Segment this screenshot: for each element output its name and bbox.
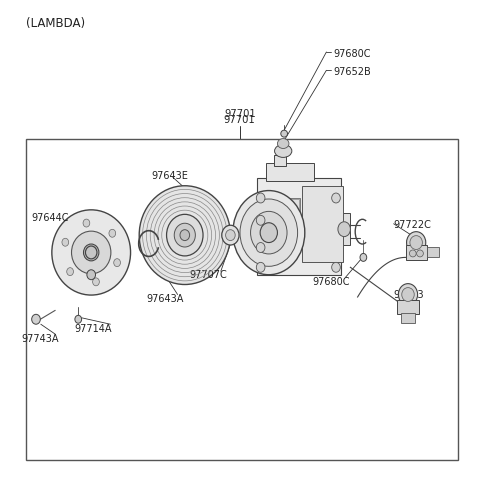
Text: 97643E: 97643E bbox=[151, 171, 188, 181]
Text: 97701: 97701 bbox=[223, 115, 255, 125]
Ellipse shape bbox=[332, 193, 340, 203]
Bar bbox=[257, 178, 341, 275]
Ellipse shape bbox=[240, 199, 298, 266]
Ellipse shape bbox=[332, 262, 340, 272]
Ellipse shape bbox=[256, 215, 265, 225]
Text: 97680C: 97680C bbox=[312, 277, 349, 287]
Text: 97643A: 97643A bbox=[146, 295, 184, 304]
Ellipse shape bbox=[174, 223, 195, 247]
Text: 97714A: 97714A bbox=[74, 324, 112, 334]
Bar bbox=[401, 313, 415, 323]
Ellipse shape bbox=[87, 270, 96, 280]
Bar bbox=[406, 245, 427, 260]
Ellipse shape bbox=[84, 244, 99, 261]
Text: 97652B: 97652B bbox=[334, 67, 372, 77]
Bar bbox=[302, 186, 343, 262]
Ellipse shape bbox=[256, 262, 265, 272]
Ellipse shape bbox=[402, 288, 414, 301]
Bar bbox=[266, 163, 314, 181]
Text: 97680C: 97680C bbox=[334, 50, 371, 59]
Ellipse shape bbox=[52, 210, 131, 295]
Ellipse shape bbox=[251, 211, 287, 254]
Ellipse shape bbox=[139, 186, 230, 285]
Ellipse shape bbox=[417, 250, 423, 257]
Ellipse shape bbox=[409, 250, 416, 257]
Ellipse shape bbox=[256, 243, 265, 252]
Text: 97644C: 97644C bbox=[31, 213, 69, 223]
Ellipse shape bbox=[85, 246, 97, 259]
Ellipse shape bbox=[226, 230, 235, 241]
Text: 97707C: 97707C bbox=[190, 270, 228, 280]
Bar bbox=[338, 213, 350, 245]
Text: 97701: 97701 bbox=[224, 109, 256, 119]
Bar bbox=[274, 155, 286, 166]
Ellipse shape bbox=[222, 225, 239, 245]
Ellipse shape bbox=[67, 268, 73, 276]
Ellipse shape bbox=[360, 253, 367, 261]
Ellipse shape bbox=[62, 238, 69, 246]
Ellipse shape bbox=[109, 229, 116, 237]
Bar bbox=[397, 300, 419, 314]
Ellipse shape bbox=[275, 145, 292, 157]
Text: 91633: 91633 bbox=[394, 290, 424, 299]
Ellipse shape bbox=[398, 284, 418, 305]
Ellipse shape bbox=[114, 259, 120, 267]
Ellipse shape bbox=[338, 222, 350, 237]
Ellipse shape bbox=[32, 314, 40, 324]
Ellipse shape bbox=[281, 130, 288, 137]
Ellipse shape bbox=[75, 315, 82, 323]
Ellipse shape bbox=[256, 193, 265, 203]
Ellipse shape bbox=[410, 236, 422, 249]
Ellipse shape bbox=[167, 214, 203, 256]
Bar bbox=[427, 248, 439, 257]
Text: (LAMBDA): (LAMBDA) bbox=[26, 17, 85, 30]
Text: 97722C: 97722C bbox=[394, 220, 432, 230]
Ellipse shape bbox=[72, 231, 111, 274]
Bar bbox=[26, 139, 458, 460]
Ellipse shape bbox=[180, 230, 190, 241]
Text: 97743A: 97743A bbox=[22, 334, 59, 344]
Ellipse shape bbox=[260, 223, 277, 243]
Bar bbox=[262, 198, 300, 248]
Ellipse shape bbox=[277, 139, 289, 148]
Bar bbox=[263, 199, 299, 246]
Ellipse shape bbox=[93, 278, 99, 286]
Ellipse shape bbox=[233, 191, 305, 275]
Ellipse shape bbox=[407, 232, 426, 253]
Ellipse shape bbox=[83, 219, 90, 227]
